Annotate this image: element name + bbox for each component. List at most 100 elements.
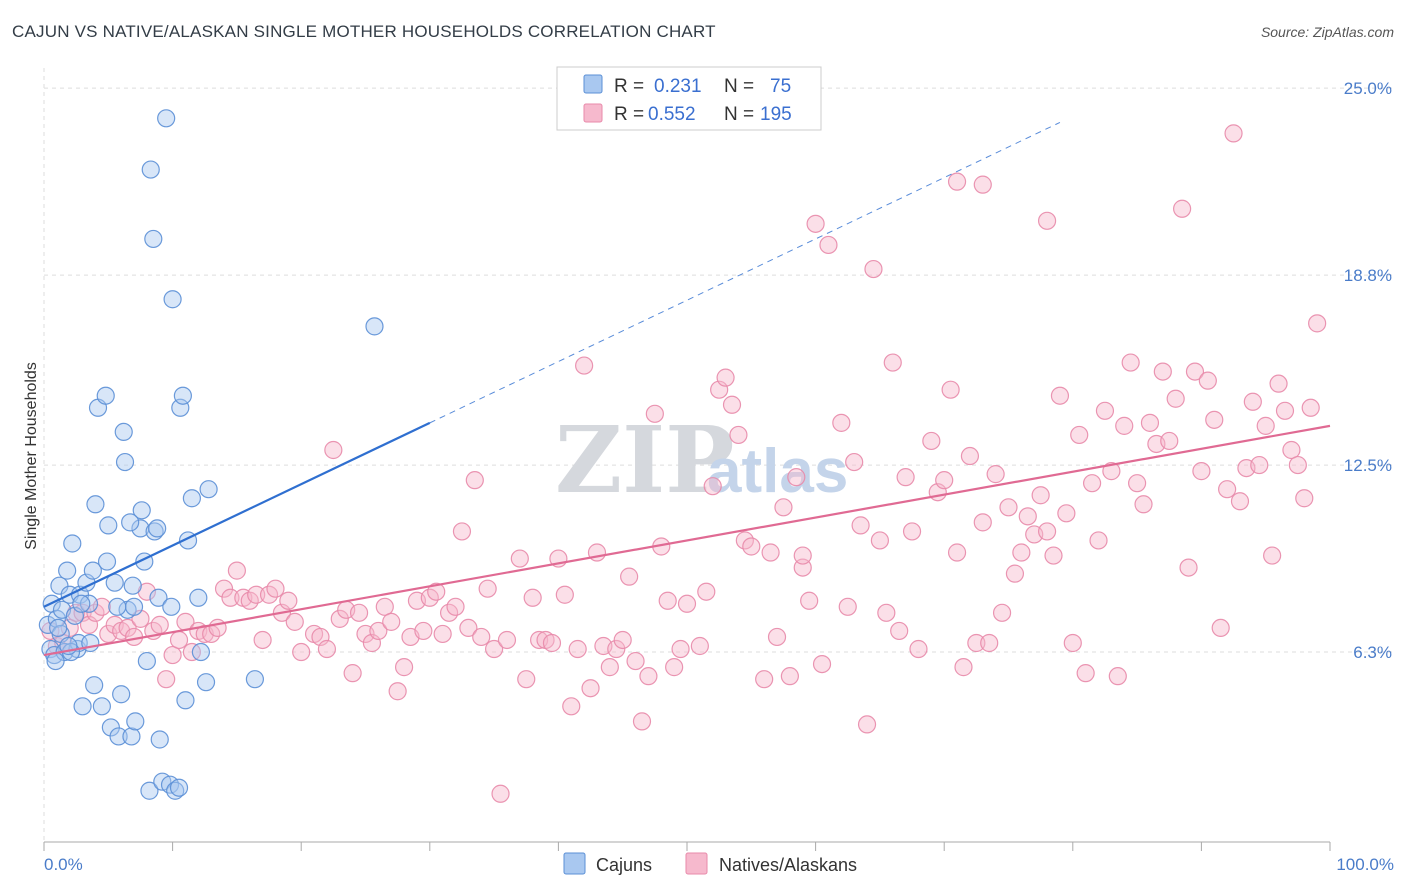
native-point-177: [1218, 480, 1237, 499]
native-point-28: [221, 588, 240, 607]
legend-swatch-native: [583, 103, 603, 123]
native-point-142: [992, 603, 1012, 622]
native-point-68: [485, 639, 504, 659]
native-point-176: [1211, 618, 1230, 638]
native-point-69: [491, 784, 510, 803]
native-point-32: [247, 585, 266, 604]
native-point-115: [806, 214, 825, 233]
native-point-163: [1127, 474, 1147, 493]
native-point-91: [639, 667, 658, 686]
cajun-point-59: [191, 642, 210, 662]
cajun-point-58: [189, 588, 208, 607]
native-point-43: [324, 440, 343, 460]
cajun-point-52: [169, 778, 189, 797]
x-tick-label-100: 100.0%: [1336, 855, 1394, 874]
x-tick-label-0: 0.0%: [44, 855, 83, 874]
native-point-171: [1179, 558, 1198, 577]
native-point-195: [793, 546, 812, 565]
native-point-155: [1076, 664, 1095, 683]
native-point-65: [465, 471, 484, 490]
native-point-57: [414, 621, 433, 641]
native-point-87: [613, 630, 632, 650]
native-point-133: [935, 471, 954, 490]
native-point-110: [774, 498, 793, 517]
native-point-17: [150, 615, 169, 634]
native-point-151: [1050, 386, 1070, 405]
native-point-135: [947, 543, 967, 562]
bottom-legend-label-cajun: Cajuns: [596, 855, 652, 875]
native-point-81: [575, 356, 594, 375]
native-point-46: [343, 664, 362, 683]
native-point-47: [349, 603, 369, 622]
bottom-legend: Cajuns Natives/Alaskans: [563, 852, 857, 875]
native-point-190: [1301, 398, 1320, 417]
y-tick-label-1: 12.5%: [1344, 456, 1392, 475]
legend-swatch-cajun: [583, 74, 603, 94]
native-point-109: [767, 627, 787, 647]
cajun-point-34: [124, 597, 144, 616]
legend-r-label-cajun: R =: [614, 76, 644, 97]
native-point-85: [600, 658, 619, 677]
cajun-point-50: [163, 290, 182, 309]
native-point-72: [517, 670, 536, 689]
native-point-42: [317, 639, 337, 659]
native-point-79: [562, 697, 581, 716]
y-axis-tick-labels: 6.3% 12.5% 18.8% 25.0%: [1344, 79, 1392, 662]
native-point-92: [645, 404, 664, 423]
native-point-182: [1250, 455, 1269, 475]
native-point-192: [973, 175, 992, 194]
cajun-point-72: [72, 594, 91, 613]
native-point-71: [510, 549, 529, 568]
native-point-118: [832, 413, 851, 432]
native-point-111: [780, 667, 799, 686]
native-point-44: [330, 609, 349, 628]
native-point-106: [742, 537, 761, 556]
native-point-39: [292, 642, 311, 662]
native-point-121: [851, 516, 870, 535]
native-point-123: [864, 259, 883, 279]
chart-title: CAJUN VS NATIVE/ALASKAN SINGLE MOTHER HO…: [12, 22, 716, 41]
cajun-point-64: [49, 618, 68, 638]
native-point-138: [967, 633, 986, 653]
legend-n-value-native: 195: [760, 104, 792, 125]
native-point-54: [394, 658, 414, 677]
native-points: [41, 124, 1327, 803]
native-point-27: [214, 579, 234, 598]
cajun-point-20: [86, 495, 105, 514]
cajun-point-24: [99, 516, 118, 535]
native-point-126: [883, 353, 902, 372]
native-point-89: [626, 651, 645, 671]
native-point-95: [665, 658, 684, 677]
native-trend-line: [43, 424, 1331, 657]
native-point-37: [279, 591, 298, 610]
cajun-point-43: [148, 519, 167, 538]
native-point-52: [382, 612, 401, 631]
native-point-194: [1037, 211, 1057, 230]
legend-n-value-cajun: 75: [770, 76, 791, 97]
native-point-94: [658, 591, 677, 610]
native-point-12: [118, 618, 137, 638]
native-point-139: [973, 513, 992, 532]
native-point-98: [690, 636, 709, 656]
native-point-152: [1057, 504, 1076, 523]
native-point-73: [523, 588, 542, 607]
cajun-point-60: [196, 673, 216, 692]
native-point-29: [227, 561, 246, 580]
bottom-legend-swatch-native: [685, 852, 708, 875]
native-point-170: [1173, 199, 1192, 218]
native-point-82: [581, 679, 600, 698]
native-point-18: [157, 670, 176, 689]
bottom-legend-label-native: Natives/Alaskans: [719, 855, 857, 875]
legend-r-label-native: R =: [614, 104, 644, 125]
native-point-97: [677, 594, 697, 613]
native-point-104: [729, 425, 748, 445]
native-point-178: [1224, 124, 1243, 143]
native-point-193: [947, 172, 967, 191]
native-point-129: [902, 522, 922, 541]
native-point-127: [890, 621, 909, 641]
native-point-183: [1256, 416, 1275, 435]
native-point-103: [722, 395, 742, 414]
native-point-128: [896, 468, 915, 487]
native-point-19: [163, 645, 182, 665]
cajun-point-41: [144, 229, 163, 249]
